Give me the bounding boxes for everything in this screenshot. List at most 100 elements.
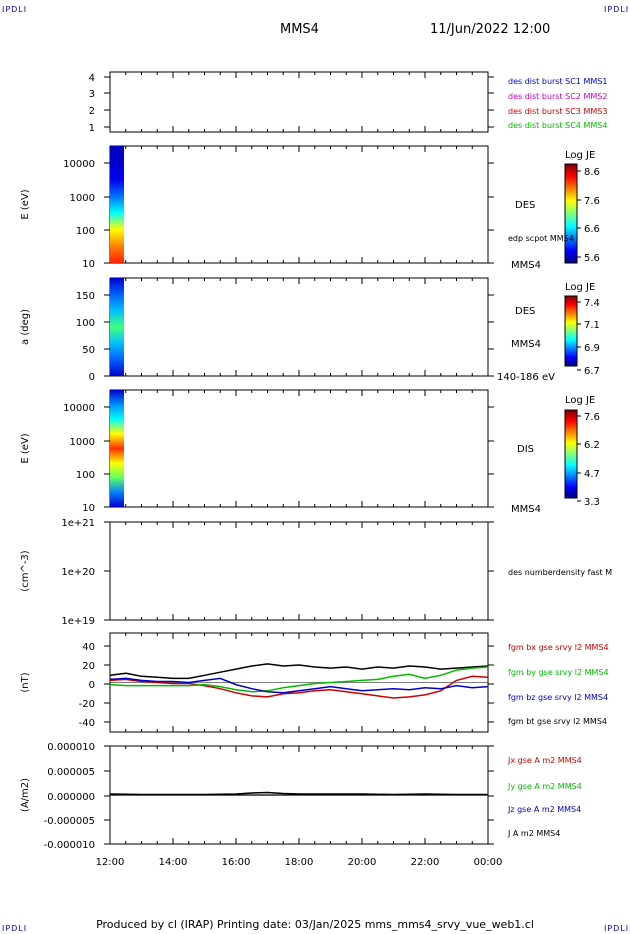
panel-frame-density: [109, 521, 489, 621]
ytick-label: 4: [89, 73, 95, 84]
ytick-label: -40: [79, 718, 95, 729]
panel-label: MMS4: [511, 504, 541, 515]
series-line: [109, 663, 489, 680]
legend-entry: des dist burst SC3 MMS3: [508, 107, 607, 116]
panel-frame-des_energy: [109, 145, 489, 264]
legend-entry: Jz gse A m2 MMS4: [507, 805, 581, 814]
ylabel-des_pitch: a (deg): [20, 309, 31, 345]
ytick-label: 1e+19: [61, 616, 95, 627]
ytick-label: -0.000010: [44, 840, 95, 851]
colorbar-tick-label: 6.7: [584, 366, 600, 377]
legend-entry: J A m2 MMS4: [507, 829, 560, 838]
colorbar-tick-label: 6.6: [584, 224, 600, 235]
colorbar-title: Log JE: [565, 150, 595, 161]
xtick-label: 00:00: [474, 857, 503, 868]
ylabel-fgm: (nT): [20, 672, 31, 692]
panel-label: DES: [515, 306, 535, 317]
colorbar-tick-label: 5.6: [584, 253, 600, 264]
panel-label: DIS: [517, 444, 534, 455]
ytick-label: 0.000005: [47, 767, 95, 778]
xtick-label: 16:00: [222, 857, 251, 868]
ytick-label: 150: [76, 291, 95, 302]
colorbar-tick-label: 7.1: [584, 320, 600, 331]
series-line: [109, 666, 489, 693]
legend-entry: fgm by gse srvy l2 MMS4: [508, 668, 609, 677]
ytick-label: 100: [76, 470, 95, 481]
footer-text: Produced by cl (IRAP) Printing date: 03/…: [96, 918, 534, 931]
series-line: [109, 677, 489, 694]
ytick-label: 10: [82, 503, 95, 514]
ytick-label: 0.000000: [47, 792, 95, 803]
colorbar-tick-label: 6.2: [584, 440, 600, 451]
colorbar-tick-label: 7.6: [584, 196, 600, 207]
xtick-label: 14:00: [159, 857, 188, 868]
legend-entry: Jy gse A m2 MMS4: [507, 782, 582, 791]
spectrogram-strip-des_energy: [110, 146, 124, 263]
ytick-label: 1e+20: [61, 567, 95, 578]
ytick-label: -0.000005: [44, 816, 95, 827]
ytick-label: 1000: [70, 437, 95, 448]
xtick-label: 12:00: [96, 857, 125, 868]
colorbar-tick-label: 7.6: [584, 412, 600, 423]
page-datetime: 11/Jun/2022 12:00: [430, 22, 551, 37]
ytick-label: 100: [76, 226, 95, 237]
ylabel-dis_energy: E (eV): [20, 433, 31, 463]
corner-label-bottom-left: IPDLI: [2, 924, 28, 933]
colorbar-dis_energy: [564, 409, 578, 499]
ytick-label: 50: [82, 345, 95, 356]
corner-label-bottom-right: IPDLI: [604, 924, 630, 933]
panel-frame-burst: [109, 71, 489, 133]
colorbar-des_pitch: [564, 295, 578, 367]
ytick-label: 1e+21: [61, 518, 95, 529]
legend-entry: des dist burst SC2 MMS2: [508, 92, 607, 101]
ylabel-density: (cm^-3): [20, 550, 31, 591]
legend-entry: des numberdensity fast M: [508, 568, 612, 577]
colorbar-tick-label: 7.4: [584, 298, 600, 309]
ytick-label: 20: [82, 661, 95, 672]
ytick-label: 40: [82, 642, 95, 653]
ytick-label: 1: [89, 123, 95, 134]
ytick-label: 0: [89, 680, 95, 691]
panel-label: 140-186 eV: [497, 372, 555, 383]
corner-label-top-right: IPDLI: [604, 5, 630, 14]
ytick-label: 100: [76, 318, 95, 329]
colorbar-des_energy: [564, 163, 578, 264]
series-line: [109, 675, 489, 699]
panel-frame-des_pitch: [109, 277, 489, 377]
panel-label: MMS4: [511, 260, 541, 271]
ytick-label: 2: [89, 106, 95, 117]
ytick-label: 0: [89, 372, 95, 383]
legend-entry: Jx gse A m2 MMS4: [507, 756, 582, 765]
corner-label-top-left: IPDLI: [2, 5, 28, 14]
page-title: MMS4: [280, 22, 319, 37]
legend-entry: des dist burst SC1 MMS1: [508, 77, 607, 86]
xtick-label: 22:00: [411, 857, 440, 868]
ylabel-current: (A/m2): [20, 778, 31, 812]
ytick-label: 3: [89, 89, 95, 100]
ytick-label: 10: [82, 259, 95, 270]
colorbar-title: Log JE: [565, 282, 595, 293]
panel-label: edp scpot MMS4: [508, 234, 574, 243]
panel-frame-dis_energy: [109, 389, 489, 508]
series-line: [109, 791, 488, 796]
ytick-label: 10000: [63, 159, 95, 170]
xtick-label: 20:00: [348, 857, 377, 868]
spectrogram-strip-dis_energy: [110, 390, 124, 507]
ylabel-des_energy: E (eV): [20, 189, 31, 219]
colorbar-tick-label: 8.6: [584, 167, 600, 178]
panel-label: DES: [515, 200, 535, 211]
ytick-label: -20: [79, 699, 95, 710]
xtick-label: 18:00: [285, 857, 314, 868]
colorbar-tick-label: 4.7: [584, 469, 600, 480]
legend-entry: des dist burst SC4 MMS4: [508, 121, 607, 130]
colorbar-tick-label: 6.9: [584, 343, 600, 354]
ytick-label: 0.000010: [47, 742, 95, 753]
legend-entry: fgm bz gse srvy l2 MMS4: [508, 693, 608, 702]
legend-entry: fgm bx gse srvy l2 MMS4: [508, 643, 609, 652]
legend-entry: fgm bt gse srvy l2 MMS4: [508, 717, 607, 726]
ytick-label: 1000: [70, 193, 95, 204]
spectrogram-strip-des_pitch: [110, 278, 124, 376]
panel-label: MMS4: [511, 339, 541, 350]
ytick-label: 10000: [63, 403, 95, 414]
